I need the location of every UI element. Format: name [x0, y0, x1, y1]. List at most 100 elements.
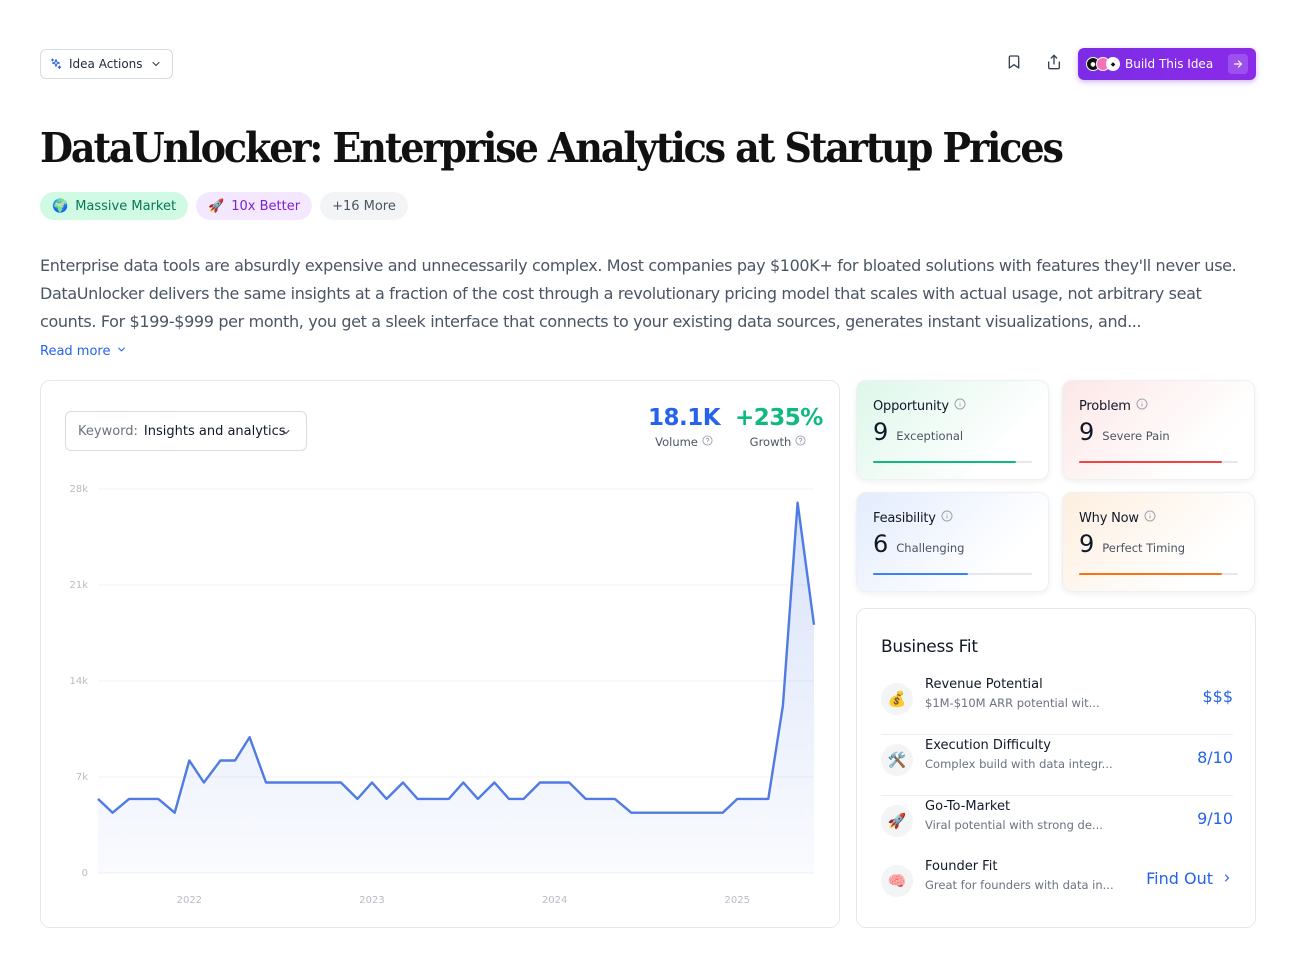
score-progress-fill: [1079, 461, 1223, 463]
sparkle-icon: [50, 58, 62, 70]
help-icon[interactable]: [795, 435, 806, 449]
score-progress-fill: [873, 573, 969, 575]
help-icon[interactable]: [702, 435, 713, 449]
fit-description: $1M-$10M ARR potential wit...: [925, 696, 1100, 710]
info-icon[interactable]: [941, 510, 953, 526]
growth-label: Growth: [749, 435, 792, 449]
score-card-opportunity[interactable]: Opportunity 9 Exceptional: [856, 380, 1049, 480]
info-icon[interactable]: [1144, 510, 1156, 526]
keyword-value: Insights and analytics: [143, 423, 286, 439]
score-card-feasibility[interactable]: Feasibility 6 Challenging: [856, 492, 1049, 592]
build-label: Build This Idea: [1125, 57, 1214, 71]
fit-name: Go-To-Market: [925, 799, 1011, 814]
read-more-link[interactable]: Read more: [40, 344, 127, 359]
score-title: Why Now: [1079, 510, 1139, 526]
score-subtitle: Challenging: [896, 541, 965, 555]
volume-label: Volume: [655, 435, 698, 449]
score-title: Problem: [1079, 398, 1131, 414]
fit-name: Revenue Potential: [925, 677, 1043, 692]
keyword-label: Keyword:: [78, 423, 138, 439]
y-tick-label: 28k: [69, 484, 88, 495]
y-tick-label: 21k: [69, 580, 88, 591]
find-out-label: Find Out: [1146, 869, 1213, 888]
fit-row-founder-fit[interactable]: 🧠 Founder Fit Great for founders with da…: [881, 857, 1233, 917]
fit-value: 9/10: [1197, 809, 1233, 828]
rocket-icon: 🚀: [208, 198, 225, 214]
score-progress-track: [873, 573, 1032, 575]
score-card-why-now[interactable]: Why Now 9 Perfect Timing: [1062, 492, 1255, 592]
arrow-right-icon: [1228, 54, 1248, 74]
x-tick-label: 2023: [359, 895, 384, 906]
trend-chart-card: Keyword: Insights and analytics 18.1K Vo…: [40, 380, 840, 928]
tag-label: +16 More: [332, 198, 396, 214]
tag-label: 10x Better: [231, 198, 301, 214]
idea-actions-button[interactable]: Idea Actions: [40, 49, 173, 79]
find-out-link[interactable]: Find Out: [1146, 869, 1233, 888]
score-progress-fill: [873, 461, 1017, 463]
page-title: DataUnlocker: Enterprise Analytics at St…: [40, 124, 1064, 172]
score-subtitle: Exceptional: [896, 429, 964, 443]
read-more-label: Read more: [40, 344, 111, 359]
fit-row-revenue-potential[interactable]: 💰 Revenue Potential $1M-$10M ARR potenti…: [881, 675, 1233, 735]
fit-name: Execution Difficulty: [925, 738, 1051, 753]
score-card-problem[interactable]: Problem 9 Severe Pain: [1062, 380, 1255, 480]
chevron-down-icon: [280, 426, 292, 442]
fit-row-go-to-market[interactable]: 🚀 Go-To-Market Viral potential with stro…: [881, 797, 1233, 857]
score-progress-fill: [1079, 573, 1223, 575]
build-this-idea-button[interactable]: ● ◆ Build This Idea: [1078, 48, 1256, 80]
score-title: Feasibility: [873, 510, 936, 526]
chevron-down-icon: [116, 344, 127, 359]
tag-10x-better[interactable]: 🚀 10x Better: [196, 192, 313, 220]
fit-description: Viral potential with strong de...: [925, 818, 1103, 832]
keyword-select[interactable]: Keyword: Insights and analytics: [65, 411, 307, 451]
tag-label: Massive Market: [75, 198, 177, 214]
x-tick-label: 2022: [177, 895, 202, 906]
growth-label-row: Growth: [735, 435, 821, 449]
fit-name: Founder Fit: [925, 859, 998, 874]
chevron-right-icon: [1221, 869, 1233, 888]
x-tick-label: 2024: [542, 895, 567, 906]
fit-row-execution-difficulty[interactable]: 🛠️ Execution Difficulty Complex build wi…: [881, 736, 1233, 796]
y-tick-label: 7k: [76, 772, 88, 783]
x-tick-label: 2025: [725, 895, 750, 906]
score-value: 6: [873, 530, 889, 558]
growth-metric: +235% Growth: [735, 405, 823, 449]
volume-label-row: Volume: [645, 435, 723, 449]
tag-more[interactable]: +16 More: [320, 192, 408, 220]
money-bag-icon: 💰: [881, 683, 913, 715]
top-bar: Idea Actions ● ◆ Build This Idea: [40, 48, 1256, 80]
share-button[interactable]: [1044, 54, 1064, 74]
series-area: [98, 502, 814, 873]
info-icon[interactable]: [954, 398, 966, 414]
growth-value: +235%: [735, 405, 823, 431]
info-icon[interactable]: [1136, 398, 1148, 414]
volume-value: 18.1K: [647, 405, 721, 431]
idea-actions-label: Idea Actions: [69, 57, 143, 71]
bookmark-button[interactable]: [1004, 54, 1024, 74]
y-tick-label: 14k: [69, 676, 88, 687]
score-progress-track: [1079, 573, 1238, 575]
tag-list: 🌍 Massive Market 🚀 10x Better +16 More: [40, 192, 408, 220]
idea-description: Enterprise data tools are absurdly expen…: [40, 256, 1237, 331]
tool-logo-icon: ◆: [1106, 57, 1120, 71]
tools-icon: 🛠️: [881, 744, 913, 776]
business-fit-title: Business Fit: [881, 637, 978, 657]
y-tick-label: 0: [82, 868, 88, 879]
fit-description: Great for founders with data in...: [925, 878, 1114, 892]
tool-avatars: ● ◆: [1086, 57, 1120, 71]
chevron-down-icon: [150, 58, 162, 70]
volume-metric: 18.1K Volume: [645, 405, 723, 449]
score-progress-track: [1079, 461, 1238, 463]
rocket-icon: 🚀: [881, 805, 913, 837]
score-title: Opportunity: [873, 398, 949, 414]
brain-icon: 🧠: [881, 865, 913, 897]
score-subtitle: Perfect Timing: [1102, 541, 1186, 555]
tag-massive-market[interactable]: 🌍 Massive Market: [40, 192, 189, 220]
fit-description: Complex build with data integr...: [925, 757, 1113, 771]
share-icon: [1046, 54, 1062, 74]
series-line: [97, 501, 816, 814]
globe-icon: 🌍: [52, 198, 69, 214]
fit-value: $$$: [1202, 687, 1233, 706]
score-value: 9: [873, 418, 889, 446]
fit-value: 8/10: [1197, 748, 1233, 767]
